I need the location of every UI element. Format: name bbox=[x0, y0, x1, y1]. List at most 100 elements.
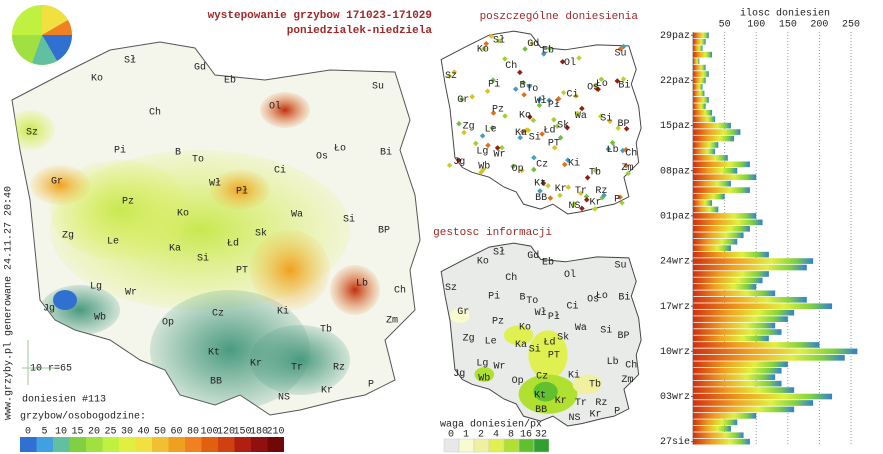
map-label: Op bbox=[512, 164, 524, 175]
map-label: Wł bbox=[209, 178, 221, 190]
report-dot bbox=[446, 162, 453, 169]
weight-legend-swatch bbox=[518, 438, 535, 453]
report-dot bbox=[557, 134, 564, 141]
bar bbox=[693, 400, 814, 406]
report-dot bbox=[615, 125, 621, 131]
map-label: Bi bbox=[618, 80, 630, 92]
scale-note: 10 r=65 bbox=[30, 364, 72, 375]
map-label: Wr bbox=[493, 361, 505, 372]
map-label: Wł bbox=[535, 95, 547, 107]
bar bbox=[693, 361, 788, 368]
legend-label: 60 bbox=[170, 427, 182, 438]
map-label: Gr bbox=[457, 307, 469, 318]
bar bbox=[693, 45, 703, 52]
report-dot bbox=[469, 93, 475, 100]
map-label: Cz bbox=[212, 309, 224, 320]
legend-label: 30 bbox=[121, 427, 133, 438]
report-dot bbox=[565, 184, 572, 191]
report-dot bbox=[595, 86, 601, 93]
subtitle: poniedzialek-niedziela bbox=[287, 25, 433, 37]
report-dot bbox=[489, 125, 496, 131]
weight-legend-label: 1 bbox=[463, 430, 469, 441]
report-dot bbox=[583, 193, 590, 200]
map-label: Ch bbox=[625, 147, 637, 159]
legend-swatch bbox=[86, 437, 103, 452]
y-tick-label: 01paz bbox=[660, 211, 690, 222]
bar bbox=[693, 432, 744, 439]
bar bbox=[693, 180, 731, 187]
legend-label: 50 bbox=[154, 427, 166, 438]
bar bbox=[693, 284, 757, 290]
legend-label: 120 bbox=[217, 427, 235, 438]
legend-swatch bbox=[102, 437, 119, 452]
bar bbox=[693, 90, 705, 97]
bar bbox=[693, 245, 731, 251]
bar bbox=[693, 367, 782, 374]
map-label: Sz bbox=[445, 283, 457, 294]
bar bbox=[693, 135, 735, 142]
bar bbox=[693, 161, 750, 168]
map-label: Gd bbox=[194, 62, 206, 74]
map-label: Lb bbox=[607, 356, 619, 368]
map-label: Ko bbox=[477, 44, 489, 55]
map-label: Ch bbox=[394, 285, 406, 297]
x-tick-label: 50 bbox=[719, 20, 731, 31]
map-label: To bbox=[192, 155, 204, 166]
map-label: Lg bbox=[90, 282, 102, 293]
map-label: Ol bbox=[564, 269, 576, 281]
map-label: BP bbox=[617, 331, 629, 342]
map-label: Wr bbox=[493, 149, 505, 160]
map-label: Rz bbox=[595, 186, 607, 197]
map-label: BB bbox=[535, 405, 547, 416]
report-dot bbox=[592, 167, 599, 174]
map-label: Ch bbox=[505, 272, 517, 284]
map-label: Sz bbox=[445, 71, 457, 82]
map-label: Le bbox=[107, 237, 119, 248]
legend-swatch bbox=[20, 437, 37, 452]
x-tick-label: 150 bbox=[779, 20, 797, 31]
report-dot bbox=[609, 139, 616, 146]
map-label: Lb bbox=[356, 278, 368, 290]
map-label: Lg bbox=[476, 358, 488, 369]
bar bbox=[693, 277, 763, 284]
bar bbox=[693, 58, 700, 64]
map-label: Jg bbox=[43, 304, 55, 315]
bar bbox=[693, 264, 807, 271]
map-label: Cz bbox=[536, 372, 548, 383]
map-label: Op bbox=[162, 318, 174, 329]
bar bbox=[693, 103, 706, 110]
bar bbox=[693, 238, 738, 245]
map-label: P bbox=[614, 194, 620, 205]
report-dot bbox=[539, 131, 545, 137]
y-tick-label: 27sie bbox=[660, 436, 690, 448]
map-label: Kt bbox=[534, 179, 546, 190]
map-label: NS bbox=[568, 413, 580, 424]
legend-swatch bbox=[119, 437, 136, 452]
map-label: Wa bbox=[291, 210, 303, 221]
map-label: Eb bbox=[224, 75, 236, 87]
report-dot bbox=[579, 105, 585, 112]
map-label: Tr bbox=[575, 186, 587, 197]
map-label: BP bbox=[378, 226, 390, 237]
map-label: Kr bbox=[321, 386, 333, 397]
legend-title: grzybow/osobogodzine: bbox=[20, 411, 146, 423]
bar bbox=[693, 322, 776, 329]
legend-label: 0 bbox=[25, 427, 31, 438]
map-label: BP bbox=[617, 119, 629, 130]
weight-legend-label: 8 bbox=[508, 430, 514, 441]
bar bbox=[693, 406, 795, 413]
map-label: Pi bbox=[488, 79, 500, 91]
bar bbox=[693, 329, 782, 335]
weight-legend-title: waga doniesien/px bbox=[440, 419, 542, 431]
weight-legend-swatch bbox=[488, 438, 505, 453]
map-label: Gd bbox=[527, 38, 539, 50]
weight-legend-swatch bbox=[533, 438, 550, 453]
bar bbox=[693, 200, 712, 206]
map-label: Su bbox=[372, 82, 384, 93]
bar bbox=[693, 348, 858, 355]
report-dot bbox=[456, 120, 462, 127]
legend-swatch bbox=[234, 437, 251, 452]
map-label: Ci bbox=[566, 89, 578, 101]
report-dot bbox=[523, 127, 530, 133]
legend-swatch bbox=[69, 437, 86, 452]
